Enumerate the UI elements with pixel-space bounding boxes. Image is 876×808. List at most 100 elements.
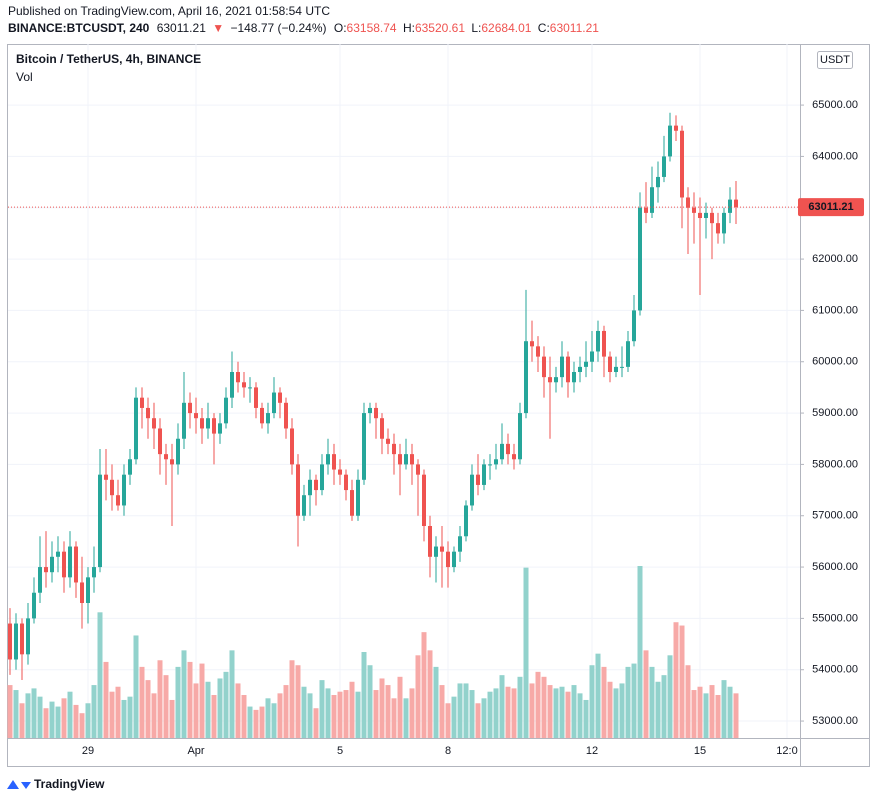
candles <box>8 112 738 680</box>
volume-bar <box>481 698 487 738</box>
volume-bar <box>373 690 379 738</box>
volume-bar <box>505 686 511 738</box>
volume-bar <box>55 706 61 738</box>
volume-bar <box>601 666 607 738</box>
candle-body <box>584 361 588 367</box>
candle-body <box>656 176 660 188</box>
volume-bar <box>589 665 595 738</box>
volume-bar <box>427 650 433 738</box>
candle-body <box>524 341 528 414</box>
volume-bar <box>385 685 391 738</box>
candle-body <box>488 464 492 466</box>
high-value: 63520.61 <box>415 21 465 35</box>
candle-body <box>134 397 138 460</box>
volume-bar <box>13 690 19 738</box>
candle-body <box>50 556 54 573</box>
volume-bar <box>445 703 451 738</box>
volume-bar <box>469 690 475 738</box>
candle-body <box>140 397 144 408</box>
candle-body <box>692 207 696 213</box>
volume-bar <box>691 690 697 738</box>
candle-body <box>272 392 276 414</box>
volume-bar <box>43 708 49 738</box>
candle-body <box>122 474 126 506</box>
volume-bar <box>667 655 673 738</box>
candle-body <box>560 356 564 378</box>
candle-body <box>422 474 426 527</box>
candle-body <box>734 199 738 208</box>
candle-body <box>200 418 204 429</box>
candle-body <box>518 413 522 460</box>
candle-body <box>80 582 84 603</box>
volume-bar <box>145 680 151 738</box>
volume-bar <box>139 666 145 738</box>
y-tick-label: 62000.00 <box>812 253 858 265</box>
volume-bar <box>97 612 103 738</box>
candle-body <box>530 341 534 347</box>
volume-bar <box>229 650 235 738</box>
volume-bar <box>553 688 559 738</box>
volume-bar <box>565 691 571 738</box>
candle-body <box>710 212 714 224</box>
volume-bar <box>415 655 421 738</box>
volume-bar <box>529 683 535 738</box>
candle-body <box>512 454 516 460</box>
volume-bar <box>151 693 157 738</box>
candle-body <box>668 125 672 157</box>
candle-body <box>674 125 678 131</box>
candle-body <box>254 387 258 408</box>
volume-bar <box>679 625 685 738</box>
volume-bar <box>463 683 469 738</box>
candle-body <box>716 223 720 234</box>
volume-bar <box>247 706 253 738</box>
y-tick-label: 65000.00 <box>812 99 858 111</box>
candle-body <box>722 212 726 234</box>
candle-body <box>284 402 288 429</box>
candle-body <box>500 443 504 460</box>
candle-body <box>320 464 324 491</box>
volume-bar <box>697 686 703 738</box>
volume-bar <box>133 635 139 738</box>
candle-body <box>686 197 690 208</box>
candle-body <box>434 546 438 557</box>
candle-body <box>614 366 618 373</box>
candle-body <box>596 330 600 352</box>
last-price-box <box>798 198 864 217</box>
volume-bar <box>193 683 199 738</box>
volume-bar <box>703 693 709 738</box>
candle-body <box>536 346 540 357</box>
volume-bar <box>733 693 739 738</box>
volume-bar <box>163 675 169 738</box>
volume-bar <box>79 713 85 738</box>
candle-body <box>326 454 330 465</box>
candle-body <box>8 623 12 660</box>
x-tick-label: 8 <box>445 745 451 757</box>
volume-bar <box>613 688 619 738</box>
volume-bar <box>181 650 187 738</box>
volume-bar <box>289 660 295 738</box>
candle-body <box>56 551 60 557</box>
volume-bar <box>67 691 73 738</box>
frame <box>7 44 870 767</box>
candle-body <box>266 413 270 424</box>
footer-logo: TradingView <box>7 777 105 791</box>
candle-body <box>542 356 546 378</box>
y-tick-label: 55000.00 <box>812 612 858 624</box>
volume-bar <box>643 650 649 738</box>
volume-bar <box>49 701 55 738</box>
candle-body <box>152 418 156 429</box>
candle-body <box>386 438 390 444</box>
volume-bar <box>127 696 133 738</box>
volume-bar <box>685 665 691 738</box>
candle-body <box>236 372 240 383</box>
candle-body <box>698 212 702 219</box>
candle-body <box>338 469 342 475</box>
volume-bar <box>253 709 259 738</box>
candle-body <box>110 479 114 496</box>
candle-body <box>38 567 42 593</box>
currency: USDT <box>820 54 850 66</box>
candle-body <box>566 356 570 383</box>
volume-bar <box>211 695 217 738</box>
volume-bar <box>241 695 247 738</box>
volume-bar <box>637 566 643 738</box>
